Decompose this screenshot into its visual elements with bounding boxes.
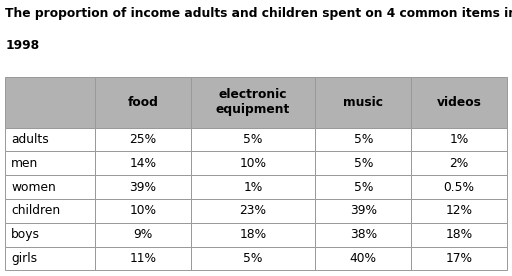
Bar: [411, 247, 507, 270]
Bar: [411, 199, 507, 223]
Text: 40%: 40%: [350, 252, 377, 265]
Bar: [191, 77, 315, 128]
Text: 1998: 1998: [5, 39, 39, 52]
Bar: [315, 223, 411, 247]
Bar: [95, 175, 191, 199]
Text: music: music: [344, 96, 383, 109]
Bar: [191, 151, 315, 175]
Bar: [315, 175, 411, 199]
Text: 18%: 18%: [240, 228, 267, 241]
Text: 25%: 25%: [130, 133, 157, 146]
Bar: [5, 175, 95, 199]
Text: 5%: 5%: [354, 181, 373, 193]
Bar: [411, 175, 507, 199]
Bar: [411, 77, 507, 128]
Bar: [95, 199, 191, 223]
Bar: [5, 151, 95, 175]
Text: 23%: 23%: [240, 205, 267, 217]
Bar: [95, 77, 191, 128]
Bar: [315, 151, 411, 175]
Text: men: men: [11, 157, 38, 170]
Bar: [411, 128, 507, 151]
Text: women: women: [11, 181, 56, 193]
Text: adults: adults: [11, 133, 49, 146]
Text: 10%: 10%: [130, 205, 156, 217]
Bar: [5, 128, 95, 151]
Text: 5%: 5%: [354, 133, 373, 146]
Bar: [191, 199, 315, 223]
Bar: [95, 128, 191, 151]
Bar: [315, 199, 411, 223]
Text: 12%: 12%: [445, 205, 473, 217]
Bar: [95, 247, 191, 270]
Text: electronic
equipment: electronic equipment: [216, 88, 290, 116]
Bar: [191, 223, 315, 247]
Text: 1%: 1%: [450, 133, 468, 146]
Text: boys: boys: [11, 228, 40, 241]
Text: 18%: 18%: [445, 228, 473, 241]
Bar: [315, 247, 411, 270]
Bar: [5, 247, 95, 270]
Text: 0.5%: 0.5%: [443, 181, 475, 193]
Bar: [95, 223, 191, 247]
Bar: [191, 128, 315, 151]
Text: 1%: 1%: [244, 181, 263, 193]
Bar: [411, 151, 507, 175]
Text: 38%: 38%: [350, 228, 377, 241]
Text: The proportion of income adults and children spent on 4 common items in the UK i: The proportion of income adults and chil…: [5, 7, 512, 20]
Bar: [411, 223, 507, 247]
Text: 39%: 39%: [130, 181, 156, 193]
Text: girls: girls: [11, 252, 37, 265]
Text: 5%: 5%: [243, 133, 263, 146]
Text: 39%: 39%: [350, 205, 377, 217]
Text: 14%: 14%: [130, 157, 156, 170]
Text: 9%: 9%: [133, 228, 153, 241]
Bar: [5, 199, 95, 223]
Bar: [5, 77, 95, 128]
Text: 10%: 10%: [240, 157, 267, 170]
Text: 17%: 17%: [445, 252, 473, 265]
Text: 5%: 5%: [243, 252, 263, 265]
Text: 11%: 11%: [130, 252, 156, 265]
Bar: [95, 151, 191, 175]
Bar: [315, 128, 411, 151]
Bar: [5, 223, 95, 247]
Bar: [315, 77, 411, 128]
Text: 5%: 5%: [354, 157, 373, 170]
Bar: [191, 175, 315, 199]
Text: 2%: 2%: [450, 157, 468, 170]
Text: children: children: [11, 205, 60, 217]
Bar: [191, 247, 315, 270]
Text: food: food: [127, 96, 158, 109]
Text: videos: videos: [437, 96, 481, 109]
